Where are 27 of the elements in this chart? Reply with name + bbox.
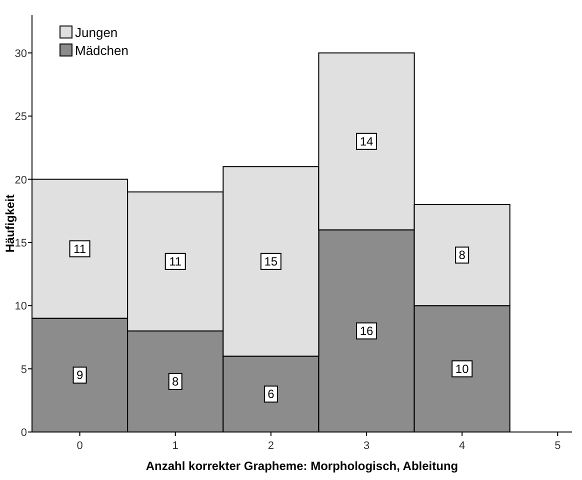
data-label: 8 bbox=[172, 374, 180, 388]
data-label: 16 bbox=[360, 324, 374, 338]
data-label: 6 bbox=[268, 387, 275, 402]
data-label: 8 bbox=[458, 248, 466, 262]
x-tick-label: 5 bbox=[554, 440, 561, 452]
data-label: 9 bbox=[76, 368, 84, 382]
y-tick-label: 5 bbox=[20, 364, 27, 376]
legend-label: Mädchen bbox=[75, 43, 128, 58]
y-tick-label: 30 bbox=[14, 48, 27, 60]
y-tick-label: 10 bbox=[14, 300, 27, 313]
data-label: 15 bbox=[264, 254, 278, 268]
y-axis-title: Häufigkeit bbox=[3, 194, 17, 253]
y-tick-label: 15 bbox=[14, 237, 27, 250]
x-tick-label: 4 bbox=[459, 440, 466, 452]
x-tick-label: 0 bbox=[76, 440, 83, 452]
x-tick-label: 2 bbox=[268, 440, 274, 452]
data-label: 10 bbox=[455, 362, 470, 376]
y-tick-label: 20 bbox=[14, 174, 27, 186]
x-axis-title: Anzahl korrekter Grapheme: Morphologisch, Ableitung bbox=[146, 459, 458, 473]
x-tick-label: 3 bbox=[363, 440, 370, 452]
legend-label: Jungen bbox=[75, 25, 118, 40]
y-tick-label: 25 bbox=[14, 111, 27, 124]
x-tick-label: 1 bbox=[172, 440, 178, 452]
data-label: 11 bbox=[169, 254, 182, 268]
data-label: 11 bbox=[74, 242, 86, 256]
y-tick-label: 0 bbox=[20, 427, 27, 439]
data-label: 14 bbox=[360, 134, 374, 148]
